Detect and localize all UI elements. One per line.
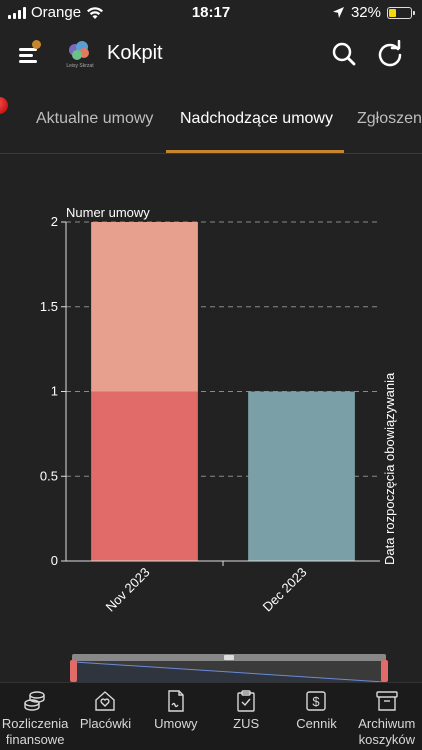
active-tab-indicator <box>166 150 344 153</box>
y-tick-label: 1.5 <box>40 299 58 314</box>
bar-nov-2023-segment-1 <box>91 222 198 392</box>
nav-label: Rozliczenia finansowe <box>1 716 69 747</box>
coins-icon <box>24 691 45 711</box>
nav-zus[interactable]: ZUS <box>211 683 281 750</box>
svg-text:$: $ <box>313 694 321 709</box>
battery-icon <box>387 6 415 19</box>
wifi-icon <box>87 6 104 19</box>
status-right: 32% <box>332 4 415 21</box>
x-tick-label: Dec 2023 <box>260 565 310 615</box>
bar-nov-2023-segment-0 <box>91 391 198 561</box>
alert-dot <box>0 97 8 114</box>
document-icon <box>168 690 184 712</box>
status-bar: Orange 18:17 32% <box>0 0 422 26</box>
clock: 18:17 <box>191 4 231 21</box>
x-tick-label: Nov 2023 <box>103 565 153 615</box>
scroller-left-handle <box>70 660 77 682</box>
menu-button[interactable] <box>16 40 44 68</box>
bar-dec-2023-segment-0 <box>248 391 355 561</box>
signal-icon <box>8 6 26 19</box>
scroller-right-handle <box>381 660 388 682</box>
tab-nadchodzace-umowy[interactable]: Nadchodzące umowy <box>180 110 333 127</box>
nav-archiwum-koszykow[interactable]: Archiwum koszyków <box>352 683 422 750</box>
y-tick-label: 1 <box>51 384 58 399</box>
search-icon[interactable] <box>330 40 358 68</box>
tab-zgloszenia[interactable]: Zgłoszen <box>357 110 422 127</box>
nav-label: Umowy <box>154 716 198 731</box>
bottom-nav: Rozliczenia finansowe Placówki Umowy ZUS… <box>0 682 422 750</box>
status-left: Orange <box>8 4 104 21</box>
dollar-icon: $ <box>306 691 327 711</box>
battery-percent: 32% <box>350 4 381 21</box>
nav-label: Cennik <box>296 716 337 731</box>
chart-svg: 0 0.5 1 1.5 2 Nov 2023 Dec 2023 Numer umowy Da… <box>40 205 397 615</box>
x-axis-title: Data rozpoczęcia obowiązywania <box>382 372 397 565</box>
page-title: Kokpit <box>107 42 163 64</box>
y-tick-label: 0 <box>51 553 58 568</box>
scroller-grip-icon <box>224 655 234 660</box>
app-header: Leisy Skrzat Kokpit <box>0 26 422 82</box>
tab-bar: Aktualne umowy Nadchodzące umowy Zgłosze… <box>0 92 422 154</box>
carrier-label: Orange <box>31 4 82 21</box>
nav-umowy[interactable]: Umowy <box>141 683 211 750</box>
app-logo: Leisy Skrzat <box>60 38 100 70</box>
nav-rozliczenia-finansowe[interactable]: Rozliczenia finansowe <box>0 683 70 750</box>
archive-icon <box>376 691 398 711</box>
y-tick-label: 2 <box>51 214 58 229</box>
contracts-chart: 0 0.5 1 1.5 2 Nov 2023 Dec 2023 Numer umowy Da… <box>0 160 422 650</box>
y-axis-title: Numer umowy <box>66 205 150 220</box>
refresh-icon[interactable] <box>376 40 404 68</box>
logo-text: Leisy Skrzat <box>66 63 94 69</box>
location-arrow-icon <box>332 7 344 18</box>
tab-aktualne-umowy[interactable]: Aktualne umowy <box>36 110 154 127</box>
clipboard-check-icon <box>237 690 255 712</box>
house-heart-icon <box>95 691 116 711</box>
y-tick-label: 0.5 <box>40 468 58 483</box>
notification-dot <box>32 40 41 49</box>
chart-range-scroller[interactable] <box>70 650 388 683</box>
nav-label: ZUS <box>233 716 260 731</box>
nav-cennik[interactable]: $ Cennik <box>281 683 351 750</box>
nav-label: Placówki <box>79 716 132 731</box>
nav-placowki[interactable]: Placówki <box>70 683 140 750</box>
nav-label: Archiwum koszyków <box>358 716 416 747</box>
